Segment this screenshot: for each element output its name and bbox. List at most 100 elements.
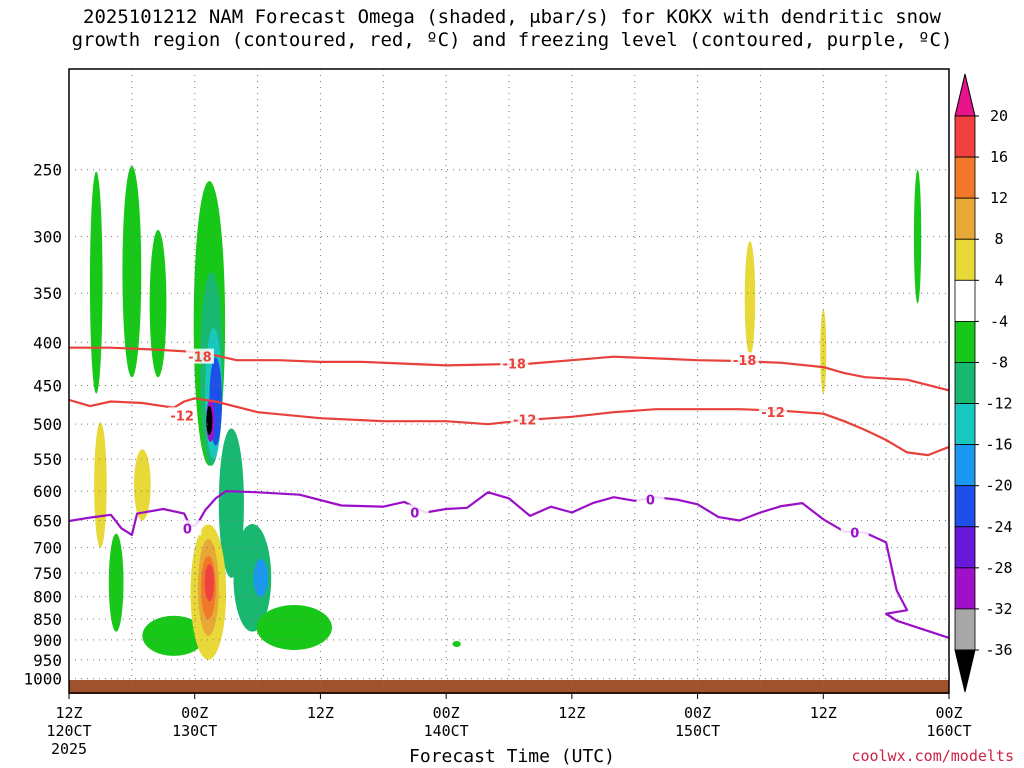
colorbar-label: -24 [985,518,1012,536]
colorbar-bin [954,608,976,651]
contour-label-bg [173,520,202,536]
colorbar-label: 8 [994,230,1003,248]
y-tick-label: 650 [33,511,62,530]
omega-cell [149,229,167,378]
x-tick-date: 160CT [926,722,971,740]
plot-frame [68,68,950,694]
colorbar-bin [954,567,976,610]
x-axis-label: Forecast Time (UTC) [409,746,615,767]
y-tick-label: 850 [33,610,62,629]
contour-label-0: 0 [183,522,192,537]
omega-cell [253,559,269,597]
omega-cell [218,428,244,578]
omega-cell [122,166,142,378]
colorbar-label: -16 [985,436,1012,454]
colorbar-label: -28 [985,559,1012,577]
contour-label--12: -12 [170,409,194,424]
colorbar-label: -36 [985,641,1012,659]
contour-label-bg [840,524,869,540]
colorbar-bin [954,444,976,487]
x-tick-date: 140CT [424,722,469,740]
x-tick-label: 00Z [181,704,208,722]
credit-text: coolwx.com/modelts [851,747,1014,765]
contour-label--12: -12 [513,414,537,429]
contour-label-bg [168,407,197,423]
contour-label-bg [500,355,529,371]
y-tick-label: 950 [33,651,62,670]
colorbar-label: 20 [990,107,1008,125]
x-tick-date: 150CT [675,722,720,740]
x-tick-label: 00Z [684,704,711,722]
x-tick-date: 130CT [172,722,217,740]
x-tick-label: 12Z [558,704,585,722]
y-tick-label: 750 [33,564,62,583]
omega-cell [256,604,332,650]
y-tick-label: 1000 [23,670,62,689]
colorbar-label: -20 [985,477,1012,495]
colorbar-bin [954,238,976,281]
colorbar-top-arrow [954,73,976,117]
y-tick-label: 250 [33,161,62,180]
contour-label-0: 0 [850,527,859,542]
y-tick-label: 300 [33,228,62,247]
omega-cell [89,171,103,394]
contour-label-0: 0 [646,494,655,509]
colorbar-bin [954,197,976,240]
colorbar-label: -4 [990,312,1008,330]
colorbar-label: -12 [985,395,1012,413]
contour-label--18: -18 [733,354,757,369]
contour-label-0: 0 [410,506,419,521]
colorbar-label: 4 [994,271,1003,289]
colorbar-bin [954,403,976,446]
y-tick-label: 350 [33,284,62,303]
colorbar-label: 12 [990,189,1008,207]
y-tick-label: 700 [33,539,62,558]
colorbar-bin [954,156,976,199]
chart-title: 2025101212 NAM Forecast Omega (shaded, μ… [71,6,953,51]
omega-shading [89,166,922,660]
contour-label-bg [759,404,787,420]
x-tick-label: 12Z [307,704,334,722]
colorbar: 20 16 12 8 4 -4 -8 -12 -16 -20 -24 -28 -32 -36 [954,73,1013,693]
omega-cell [744,241,756,356]
colorbar-bin [954,485,976,528]
colorbar-label: 16 [990,148,1008,166]
x-tick-label: 12Z [810,704,837,722]
x-tick-label: 00Z [935,704,962,722]
omega-cell [108,533,124,632]
y-axis: 250 300 350 400 450 500 550 600 650 700 750 800 850 9… [23,161,62,689]
y-tick-label: 400 [33,333,62,352]
omega-cell [133,449,151,521]
x-tick-label: 12Z [55,704,82,722]
contour-label-bg [730,352,759,368]
contour-label-bg [636,491,665,507]
contour-label--18: -18 [502,358,526,373]
colorbar-label: -32 [985,600,1012,618]
contour-label--18: -18 [188,351,212,366]
colorbar-bin [954,115,976,158]
y-tick-label: 900 [33,631,62,650]
y-tick-label: 600 [33,482,62,501]
colorbar-bin [954,526,976,569]
omega-cell [94,422,107,548]
y-tick-label: 550 [33,450,62,469]
omega-cell [452,640,461,647]
omega-cell [142,615,206,656]
omega-cell [913,169,922,304]
contour-label-bg [185,348,214,364]
x-tick-label: 00Z [433,704,460,722]
contour-label--12: -12 [761,406,785,421]
y-tick-label: 800 [33,588,62,607]
contour-label-bg [400,504,429,520]
omega-cell [206,405,213,436]
colorbar-bin [954,362,976,404]
contour-label-bg [510,411,539,427]
colorbar-label: -8 [990,353,1008,371]
colorbar-bottom-arrow [954,649,976,693]
colorbar-bin [954,279,976,322]
x-tick-year: 2025 [51,740,87,758]
contour-labels: -18 -18 -18 -12 -12 -12 0 0 0 0 [168,348,869,542]
omega-cell [233,524,272,632]
